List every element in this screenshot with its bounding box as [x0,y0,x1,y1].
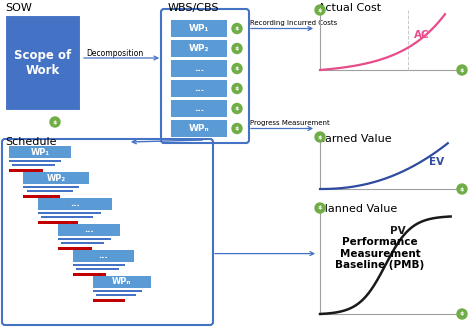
Text: ...: ... [194,84,204,93]
Circle shape [50,117,60,127]
Text: WP₂: WP₂ [46,174,66,183]
Text: Decomposition: Decomposition [86,48,143,57]
Bar [38,198,111,210]
Bar [58,247,92,250]
Text: $: $ [235,66,239,71]
Text: Recording Incurred Costs: Recording Incurred Costs [250,20,337,26]
Text: WPₙ: WPₙ [189,124,210,133]
Circle shape [457,309,467,319]
Bar [58,224,120,236]
Bar [61,242,104,244]
Text: $: $ [460,187,464,192]
Bar [96,294,136,296]
Text: $: $ [460,311,464,316]
Text: PV: PV [390,226,406,236]
Text: WP₁: WP₁ [30,147,49,156]
Text: $: $ [318,8,322,13]
Text: $: $ [460,67,464,72]
Text: $: $ [235,126,239,131]
Bar [5,15,80,110]
Bar [23,172,89,184]
Bar [171,100,227,117]
Bar [58,238,110,240]
Bar [171,40,227,57]
Circle shape [457,65,467,75]
Circle shape [315,132,325,142]
Text: Planned Value: Planned Value [318,204,397,214]
Bar [9,146,71,158]
Text: Actual Cost: Actual Cost [318,3,381,13]
Circle shape [457,184,467,194]
Text: WPₙ: WPₙ [112,278,131,287]
Text: AC: AC [414,30,430,40]
Bar [9,160,61,162]
Bar [171,60,227,77]
Text: ...: ... [84,225,94,234]
Text: $: $ [235,26,239,31]
Text: SOW: SOW [5,3,32,13]
Text: $: $ [235,46,239,51]
Bar [23,186,79,188]
Bar [76,268,119,270]
Text: ...: ... [194,64,204,73]
Text: Progress Measurement: Progress Measurement [250,120,330,125]
Bar [38,212,100,214]
Circle shape [232,24,242,34]
Circle shape [232,104,242,114]
Circle shape [232,84,242,94]
Circle shape [232,63,242,73]
Bar [9,169,43,172]
Text: Performance
Measurement
Baseline (PMB): Performance Measurement Baseline (PMB) [336,237,425,270]
Bar [73,273,107,276]
Bar [93,299,125,302]
Text: Schedule: Schedule [5,137,56,147]
Bar [12,164,55,166]
Bar [93,276,151,288]
Circle shape [315,5,325,15]
Text: $: $ [318,206,322,210]
Text: WBS/CBS: WBS/CBS [168,3,219,13]
Text: ...: ... [194,104,204,113]
Text: Earned Value: Earned Value [318,134,392,144]
Bar [38,221,78,224]
Bar [171,120,227,137]
Bar [27,190,73,192]
Text: ...: ... [99,252,108,261]
Circle shape [232,124,242,133]
Bar [73,264,125,266]
Circle shape [232,43,242,53]
Text: $: $ [318,134,322,139]
Text: Scope of
Work: Scope of Work [14,48,71,76]
Bar [171,20,227,37]
Bar [93,290,142,292]
Text: WP₁: WP₁ [189,24,209,33]
Bar [171,80,227,97]
Text: $: $ [235,86,239,91]
Bar [23,195,60,198]
Text: EV: EV [429,157,444,167]
Text: $: $ [53,120,57,124]
Text: WP₂: WP₂ [189,44,209,53]
Text: ...: ... [70,200,80,208]
Bar [73,250,134,262]
Circle shape [315,203,325,213]
Text: $: $ [235,106,239,111]
Bar [42,216,93,218]
